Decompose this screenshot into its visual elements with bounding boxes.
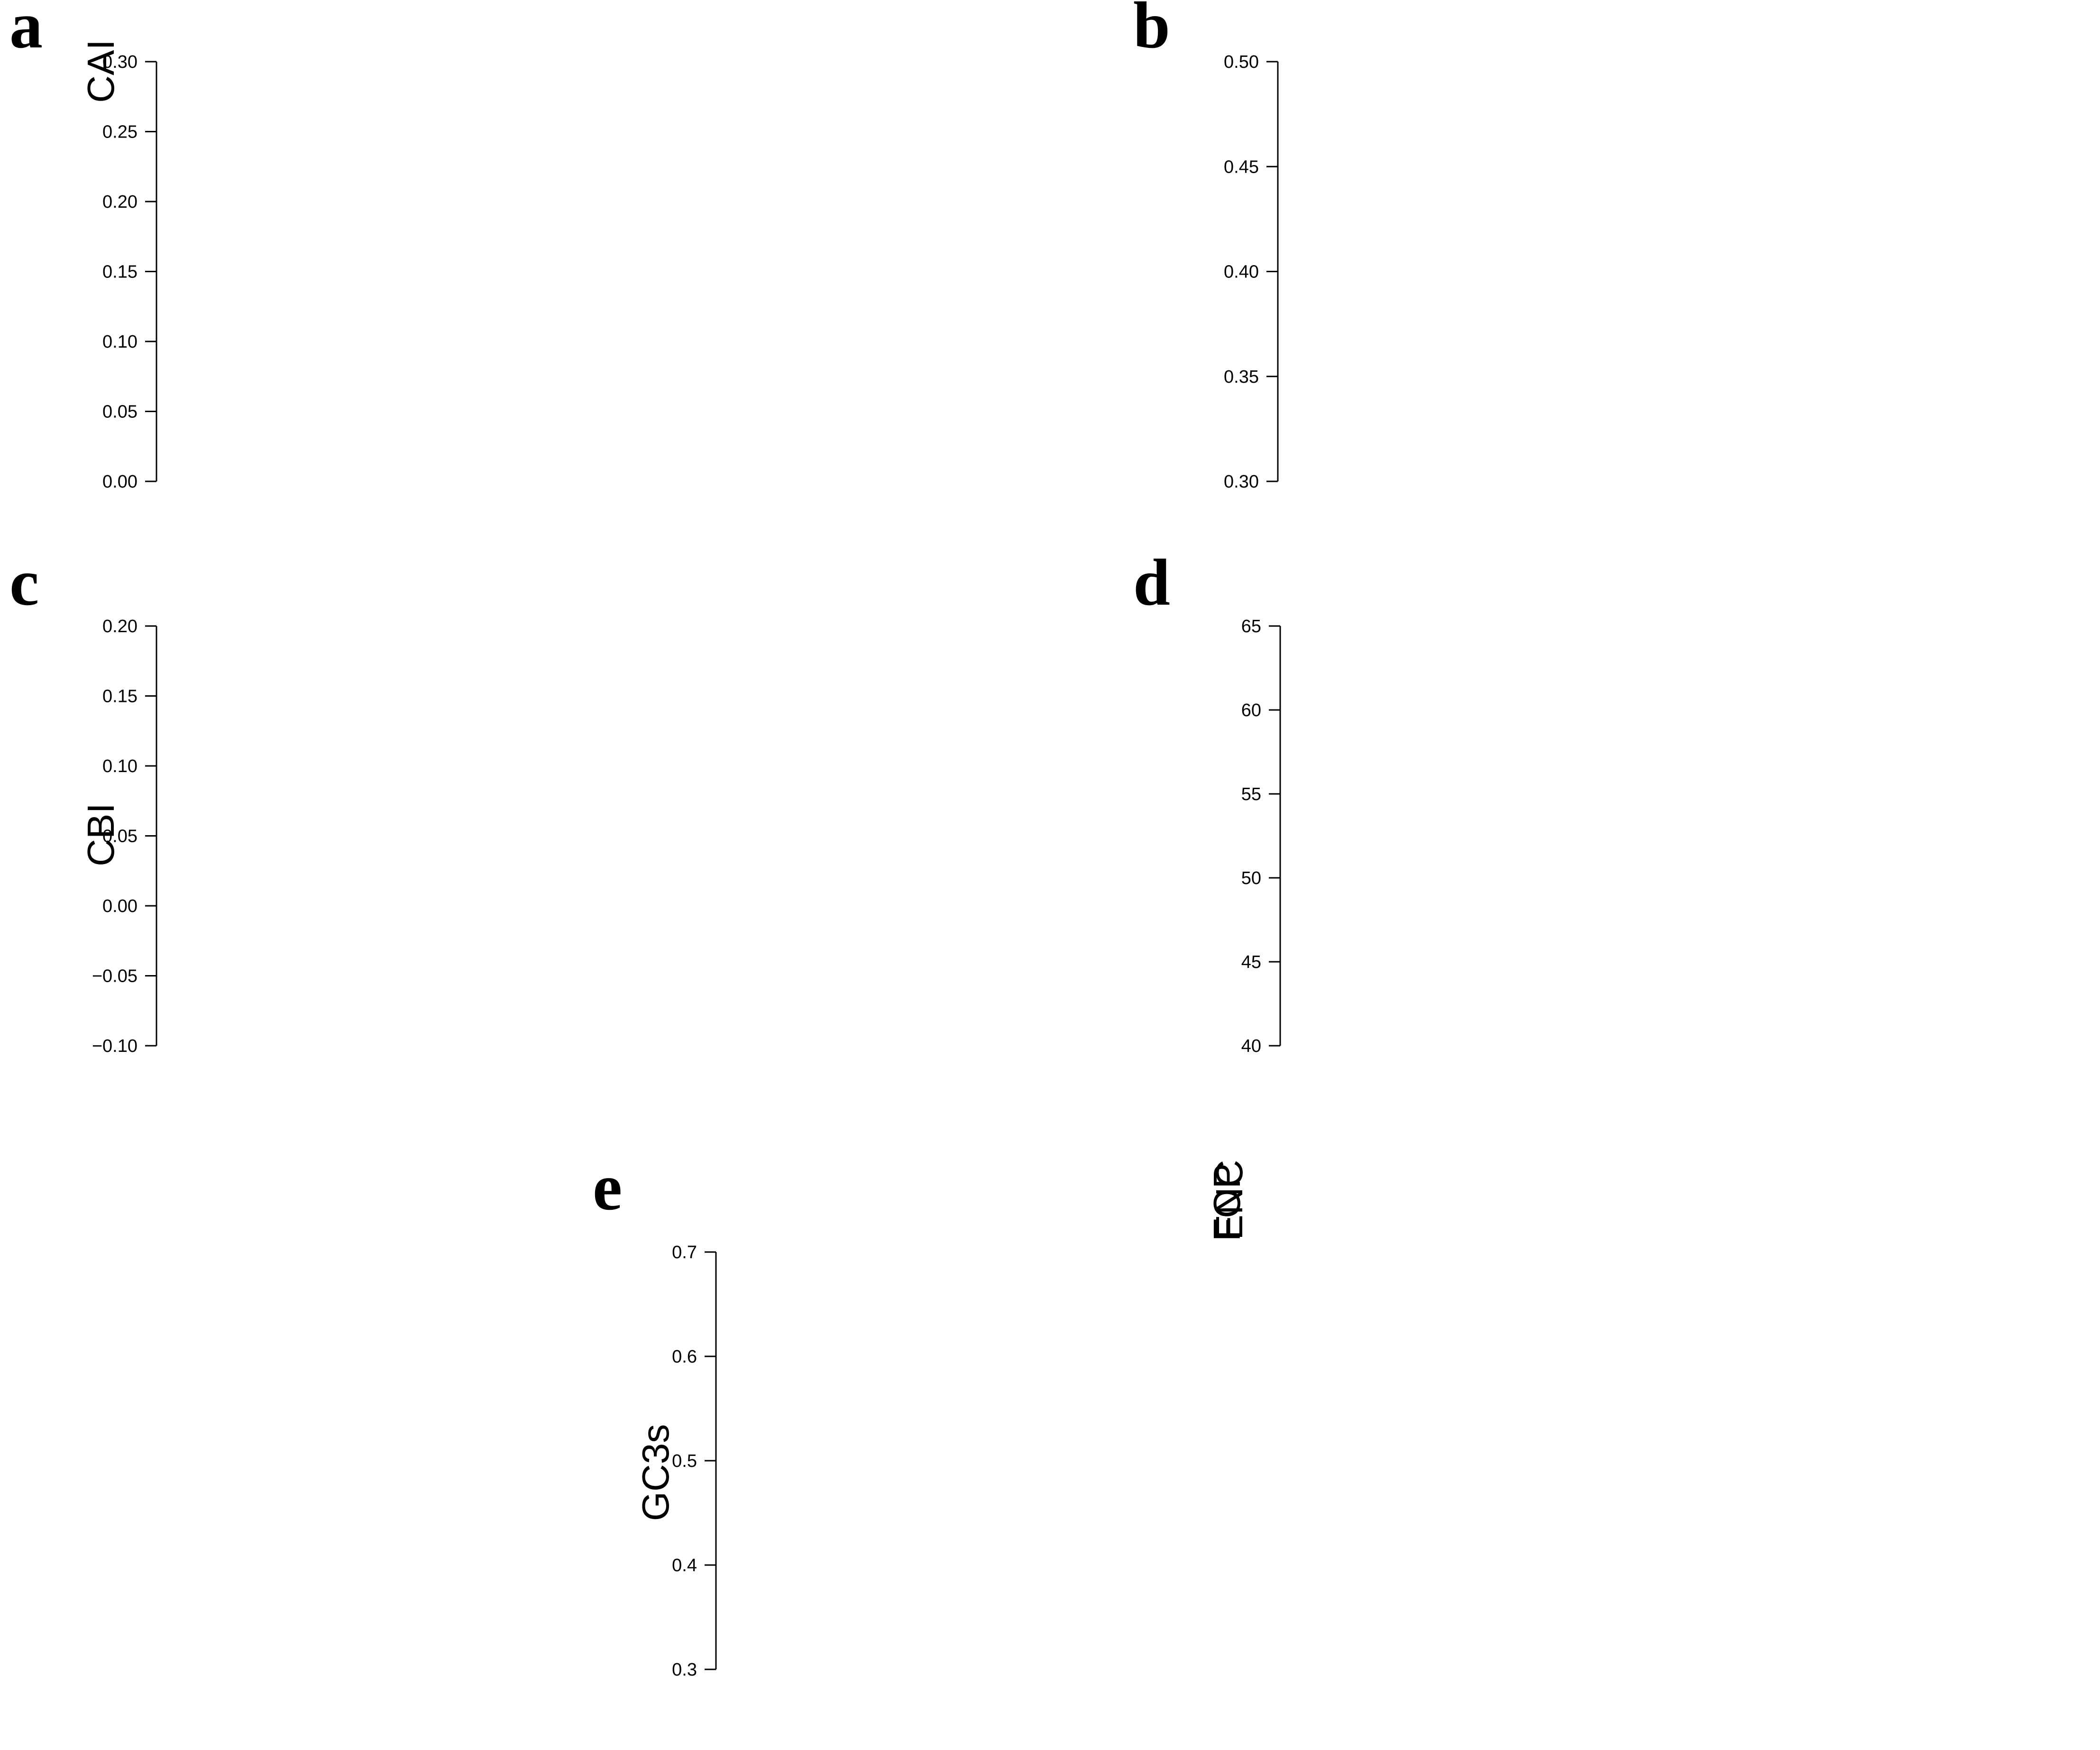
y-tick-label: 0.25 (102, 122, 138, 142)
y-tick-label: 0.05 (102, 827, 138, 847)
y-tick-label: 0.30 (102, 52, 138, 72)
panel-d: d404550556065ENCB. napusB. oleraceaB. ra… (1133, 546, 1281, 1240)
panel-c: c−0.10−0.050.000.050.100.150.20CBIB. nap… (9, 546, 157, 1056)
y-tick-label: 0.05 (102, 402, 138, 422)
y-tick-label: 0.15 (102, 687, 138, 707)
y-tick-label: 0.6 (672, 1347, 697, 1367)
panel-letter: d (1133, 546, 1170, 619)
panel-letter: a (9, 0, 43, 62)
y-tick-label: 0.7 (672, 1243, 697, 1262)
y-axis-title: FOP (1206, 1163, 1248, 1241)
y-tick-label: 40 (1241, 1036, 1261, 1056)
y-tick-label: 0.50 (1224, 52, 1259, 72)
y-tick-label: 0.20 (102, 192, 138, 212)
y-tick-label: 0.10 (102, 756, 138, 776)
panel-a: a0.000.050.100.150.200.250.30CAIB. napus… (9, 0, 157, 492)
y-tick-label: 55 (1241, 784, 1261, 804)
y-tick-label: 0.10 (102, 332, 138, 352)
panel-letter: e (593, 1151, 622, 1224)
panel-b: b0.300.350.400.450.50FOPB. napusB. olera… (1133, 0, 1279, 1241)
panel-letter: c (9, 546, 39, 619)
y-tick-label: 0.30 (1224, 472, 1259, 492)
y-axis-title: ENC (1208, 1160, 1250, 1240)
panel-letter: b (1133, 0, 1170, 62)
y-tick-label: 0.4 (672, 1556, 697, 1575)
y-tick-label: 0.15 (102, 262, 138, 282)
y-tick-label: 0.40 (1224, 262, 1259, 282)
y-tick-label: −0.10 (92, 1036, 138, 1056)
panel-e: e0.30.40.50.60.7GC3sB. napusB. oleraceaB… (593, 1151, 717, 1680)
y-axis-title: GC3s (634, 1424, 677, 1521)
y-axis-title: CAI (80, 39, 122, 102)
y-tick-label: 0.5 (672, 1451, 697, 1471)
y-tick-label: 50 (1241, 868, 1261, 888)
y-tick-label: 65 (1241, 617, 1261, 636)
y-tick-label: 0.35 (1224, 367, 1259, 387)
y-tick-label: 0.3 (672, 1660, 697, 1680)
y-tick-label: 45 (1241, 952, 1261, 972)
y-tick-label: 0.00 (102, 896, 138, 916)
y-tick-label: 60 (1241, 700, 1261, 720)
y-tick-label: −0.05 (92, 967, 138, 986)
y-axis-title: CBI (80, 803, 122, 866)
y-tick-label: 0.20 (102, 617, 138, 636)
y-tick-label: 0.00 (102, 472, 138, 492)
y-tick-label: 0.45 (1224, 157, 1259, 177)
